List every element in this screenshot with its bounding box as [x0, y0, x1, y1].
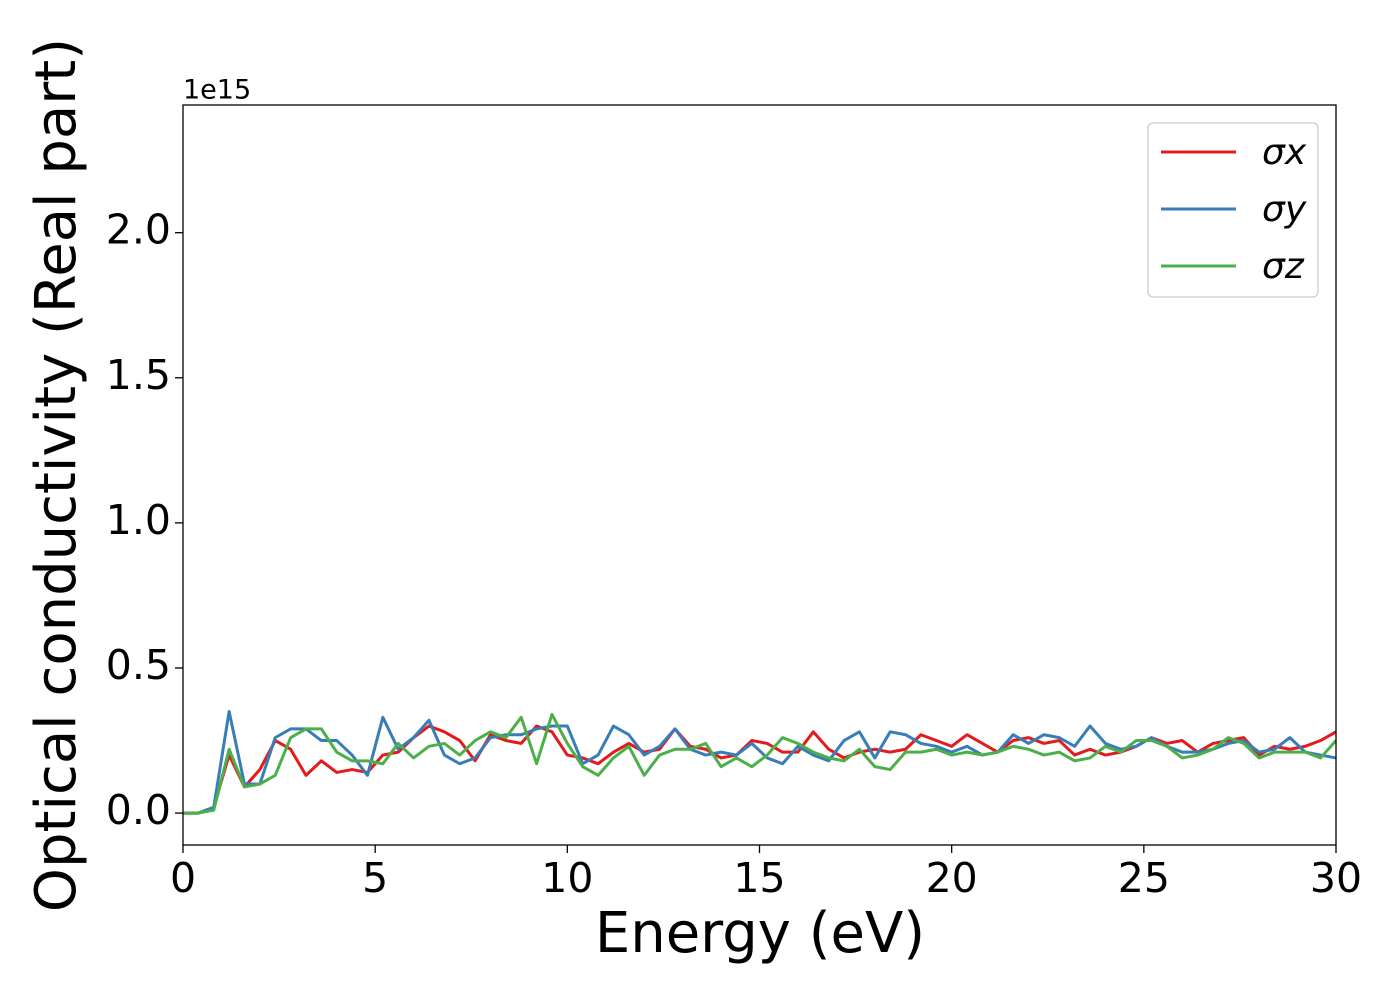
- x-tick-label: 0: [170, 854, 196, 902]
- series-line: [183, 712, 1338, 815]
- y-tick-label: 0.5: [106, 641, 171, 689]
- x-axis-label: Energy (eV): [595, 901, 925, 966]
- y-offset-text: 1e15: [183, 75, 251, 106]
- x-tick-label: 5: [362, 854, 388, 902]
- x-tick-label: 15: [733, 854, 785, 902]
- x-tick-label: 20: [926, 854, 978, 902]
- y-tick-label: 1.0: [106, 496, 171, 544]
- legend-label: σx: [1262, 132, 1307, 173]
- y-tick-label: 2.0: [106, 206, 171, 254]
- legend-label: σz: [1262, 246, 1305, 287]
- x-tick-label: 25: [1118, 854, 1170, 902]
- y-tick-label: 0.0: [106, 786, 171, 834]
- legend-label: σy: [1262, 189, 1307, 230]
- y-axis-label: Optical conductivity (Real part): [24, 38, 89, 912]
- x-tick-label: 30: [1310, 854, 1362, 902]
- plot-frame: [182, 104, 1337, 846]
- y-tick-label: 1.5: [106, 351, 171, 399]
- x-tick-label: 10: [541, 854, 593, 902]
